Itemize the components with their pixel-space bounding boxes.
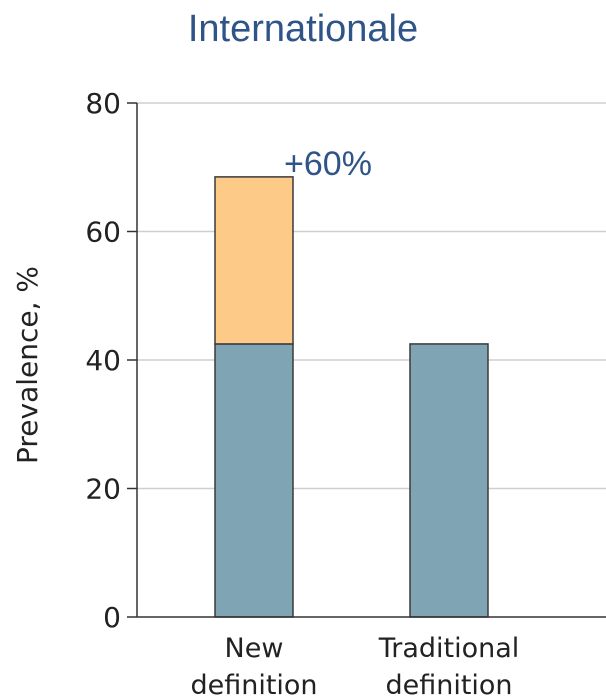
x-tick-label-line: New <box>225 633 284 664</box>
bar-segment <box>214 343 294 618</box>
y-axis-label: Prevalence, % <box>11 266 44 464</box>
x-tick-label-line: definition <box>385 670 512 700</box>
y-tick-labels: 0 20 40 60 80 <box>85 87 121 634</box>
y-tick-label: 80 <box>85 87 121 120</box>
x-tick-label-line: Traditional <box>378 633 520 664</box>
y-tick-label: 0 <box>103 601 121 634</box>
x-tick-label: New definition <box>190 633 317 700</box>
axes <box>127 102 606 618</box>
x-tick-label: Traditional definition <box>378 633 520 700</box>
chart-title: Internationale <box>187 8 419 50</box>
bars-group <box>214 176 489 618</box>
x-tick-label-line: definition <box>190 670 317 700</box>
y-tick-label: 20 <box>85 473 121 506</box>
bar-segment <box>409 343 489 618</box>
y-tick-label: 40 <box>85 344 121 377</box>
y-tick-label: 60 <box>85 216 121 249</box>
x-tick-labels: New definition Traditional definition <box>190 633 519 700</box>
bar-segment <box>214 176 294 345</box>
annotation-label: +60% <box>284 145 372 183</box>
